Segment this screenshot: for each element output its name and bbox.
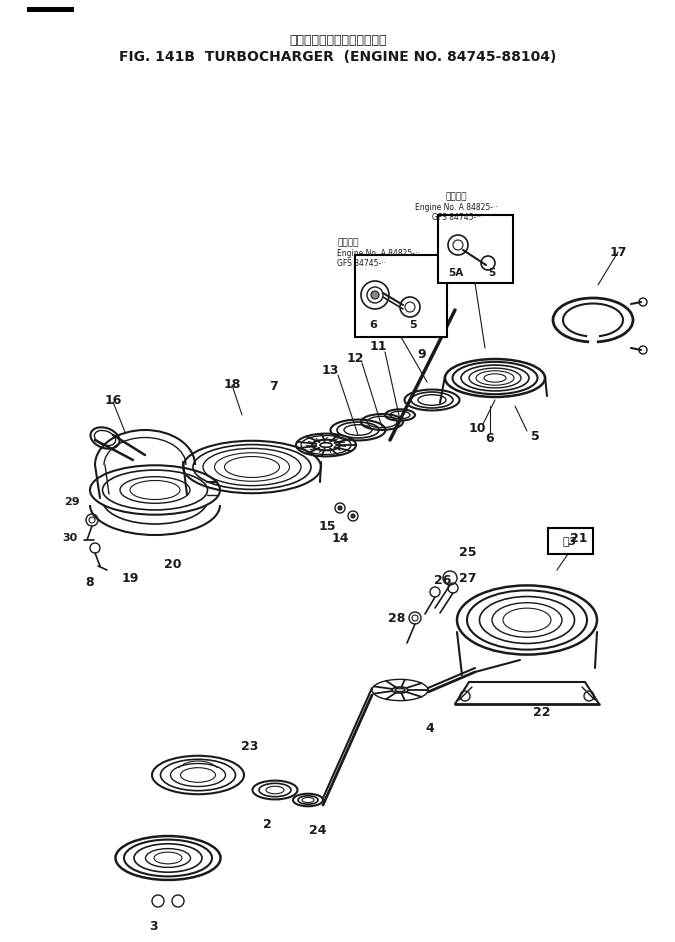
Ellipse shape (395, 688, 405, 692)
Text: 14: 14 (331, 531, 349, 544)
Text: 8: 8 (86, 577, 94, 590)
Text: 29: 29 (64, 497, 80, 507)
Circle shape (371, 291, 379, 299)
Text: 11: 11 (369, 339, 387, 352)
Ellipse shape (392, 687, 408, 693)
Bar (548, 528, 593, 554)
Text: 18: 18 (223, 379, 241, 392)
Text: ペ3: ペ3 (563, 536, 577, 546)
Text: 23: 23 (242, 740, 259, 754)
Circle shape (351, 514, 355, 518)
Text: 19: 19 (122, 572, 138, 584)
Text: Engine No. A 84825-··: Engine No. A 84825-·· (337, 249, 420, 257)
Text: ターボチャージャ　適用号機: ターボチャージャ 適用号機 (290, 34, 387, 46)
Text: 5: 5 (531, 430, 539, 443)
Text: 4: 4 (426, 722, 435, 735)
Text: 26: 26 (434, 574, 452, 587)
Text: 16: 16 (105, 394, 122, 407)
Text: 12: 12 (346, 351, 364, 365)
Text: 10: 10 (468, 421, 486, 434)
Text: 13: 13 (321, 364, 339, 377)
Bar (27, 7, 74, 12)
Text: 適用号機: 適用号機 (446, 192, 466, 202)
Text: Engine No. A 84825-··: Engine No. A 84825-·· (414, 203, 497, 212)
Text: 適用号機: 適用号機 (337, 238, 358, 248)
Bar (438, 215, 513, 283)
Text: 27: 27 (459, 572, 477, 584)
Text: 9: 9 (418, 349, 427, 362)
Text: 5: 5 (409, 320, 416, 330)
Text: 15: 15 (318, 519, 335, 532)
Text: 17: 17 (610, 246, 627, 258)
Text: 25: 25 (459, 546, 477, 560)
Text: 30: 30 (62, 533, 78, 543)
Text: 2: 2 (263, 819, 271, 832)
Text: 20: 20 (164, 559, 182, 572)
Text: 28: 28 (388, 611, 406, 625)
Text: 21: 21 (570, 531, 588, 544)
Text: 5: 5 (489, 268, 495, 278)
Text: FIG. 141B  TURBOCHARGER  (ENGINE NO. 84745-88104): FIG. 141B TURBOCHARGER (ENGINE NO. 84745… (119, 50, 557, 64)
Text: 24: 24 (309, 823, 327, 836)
Text: 3: 3 (148, 919, 157, 933)
Text: 5A: 5A (448, 268, 464, 278)
Text: GFS 84745-··: GFS 84745-·· (431, 213, 481, 221)
Circle shape (338, 506, 342, 510)
Text: GFS 84745-··: GFS 84745-·· (337, 258, 386, 268)
Text: 7: 7 (269, 381, 278, 394)
Text: 6: 6 (486, 431, 494, 445)
Text: 6: 6 (369, 320, 377, 330)
Text: 22: 22 (533, 706, 551, 719)
Ellipse shape (320, 443, 332, 447)
Bar (355, 255, 447, 337)
